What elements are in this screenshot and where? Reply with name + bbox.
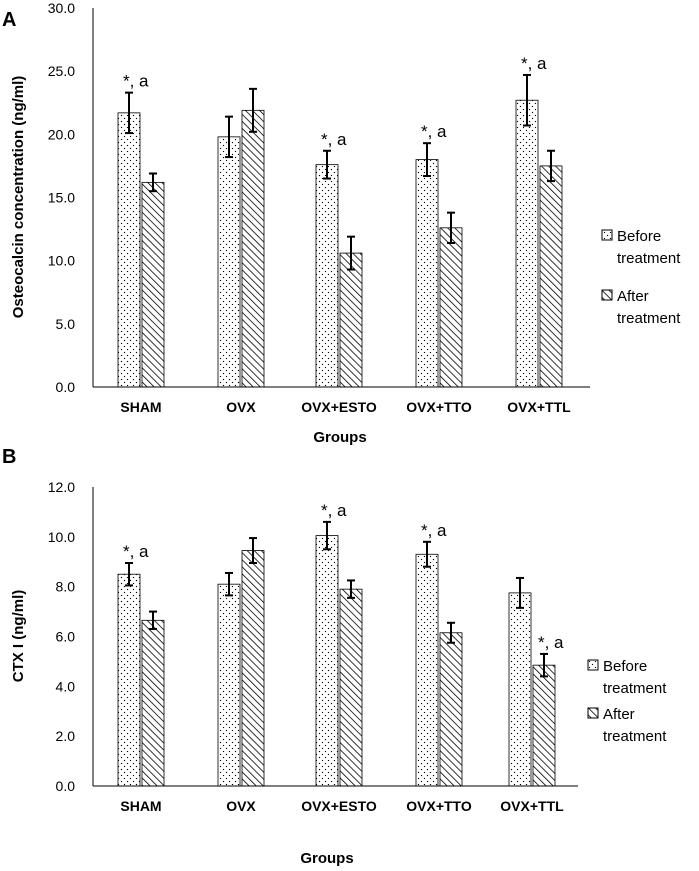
significance-annotation: *, a xyxy=(421,122,447,141)
significance-annotation: *, a xyxy=(521,54,547,73)
y-tick-label: 2.0 xyxy=(56,728,76,744)
bar-before-treatment xyxy=(217,136,241,388)
panel-b-letter: B xyxy=(2,446,16,468)
bar-after-treatment xyxy=(539,165,563,388)
category-label: OVX+TTL xyxy=(507,399,571,415)
significance-annotation: *, a xyxy=(321,501,347,520)
panel-a-legend-after-line2: treatment xyxy=(617,310,681,327)
y-tick-label: 4.0 xyxy=(56,678,76,694)
panel-a-category-labels: SHAM OVX OVX+ESTO OVX+TTO OVX+TTL xyxy=(120,399,571,415)
y-tick-label: 10.0 xyxy=(48,253,75,269)
y-tick-label: 8.0 xyxy=(56,579,76,595)
panel-b-legend-swatch-after xyxy=(587,707,599,719)
y-tick-label: 30.0 xyxy=(48,0,75,16)
bar-before-treatment xyxy=(415,553,439,787)
panel-b-legend-after-line1: After xyxy=(603,706,635,723)
panel-b-yticks: 0.0 2.0 4.0 6.0 8.0 10.0 12.0 xyxy=(48,479,75,794)
panel-b-bars xyxy=(117,535,556,787)
bar-before-treatment xyxy=(415,159,439,388)
category-label: OVX+TTO xyxy=(406,399,472,415)
panel-b-category-labels: SHAM OVX OVX+ESTO OVX+TTO OVX+TTL xyxy=(120,798,564,814)
category-label: OVX+TTL xyxy=(500,798,564,814)
panel-a-ylabel: Osteocalcin concentration (ng/ml) xyxy=(10,76,27,319)
bar-after-treatment xyxy=(532,664,556,787)
significance-annotation: *, a xyxy=(321,130,347,149)
significance-annotation: *, a xyxy=(421,521,447,540)
panel-a-error-bars xyxy=(125,73,555,271)
bar-before-treatment xyxy=(508,592,532,787)
category-label: OVX xyxy=(226,399,256,415)
panel-a-yticks: 0.0 5.0 10.0 15.0 20.0 25.0 30.0 xyxy=(48,0,75,395)
panel-a: A Osteocalcin concentration (ng/ml) Grou… xyxy=(2,0,681,446)
bar-after-treatment xyxy=(241,109,265,388)
bar-before-treatment xyxy=(315,164,339,388)
category-label: OVX+ESTO xyxy=(301,798,377,814)
panel-a-xlabel: Groups xyxy=(313,429,366,446)
panel-a-legend: Before treatment After treatment xyxy=(601,228,681,327)
bar-after-treatment xyxy=(241,550,265,787)
category-label: SHAM xyxy=(120,399,161,415)
bar-after-treatment xyxy=(141,181,165,388)
panel-a-legend-swatch-after xyxy=(601,289,613,301)
y-tick-label: 6.0 xyxy=(56,629,76,645)
category-label: OVX xyxy=(226,798,256,814)
panel-b-legend-before-line2: treatment xyxy=(603,680,667,697)
y-tick-label: 20.0 xyxy=(48,126,75,142)
significance-annotation: *, a xyxy=(538,633,564,652)
bar-before-treatment xyxy=(315,535,339,787)
y-tick-label: 25.0 xyxy=(48,63,75,79)
panel-b-xlabel: Groups xyxy=(300,850,353,867)
panel-b-annotations: *, a *, a *, a *, a xyxy=(123,501,564,652)
panel-a-legend-after-line1: After xyxy=(617,288,649,305)
y-tick-label: 0.0 xyxy=(56,778,76,794)
significance-annotation: *, a xyxy=(123,542,149,561)
panel-a-legend-swatch-before xyxy=(601,229,613,241)
bar-before-treatment xyxy=(117,573,141,787)
bar-after-treatment xyxy=(439,632,463,787)
panel-a-annotations: *, a *, a *, a *, a xyxy=(123,54,547,149)
bar-before-treatment xyxy=(217,583,241,787)
bar-after-treatment xyxy=(339,588,363,787)
bar-after-treatment xyxy=(439,227,463,388)
panel-b-legend-before-line1: Before xyxy=(603,658,647,675)
panel-b: B CTX I (ng/ml) Groups 0.0 2.0 4.0 6.0 8.0 10… xyxy=(2,446,667,867)
category-label: OVX+TTO xyxy=(406,798,472,814)
category-label: SHAM xyxy=(120,798,161,814)
y-tick-label: 10.0 xyxy=(48,529,75,545)
panel-b-error-bars xyxy=(125,520,548,678)
y-tick-label: 12.0 xyxy=(48,479,75,495)
panel-b-legend: Before treatment After treatment xyxy=(587,658,667,745)
y-tick-label: 5.0 xyxy=(56,316,76,332)
bar-before-treatment xyxy=(515,99,539,388)
bar-after-treatment xyxy=(339,252,363,388)
panel-a-letter: A xyxy=(2,9,16,31)
panel-b-legend-swatch-before xyxy=(587,659,599,671)
panel-a-legend-before-line1: Before xyxy=(617,228,661,245)
panel-a-legend-before-line2: treatment xyxy=(617,250,681,267)
panel-b-ylabel: CTX I (ng/ml) xyxy=(10,590,27,683)
bar-after-treatment xyxy=(141,619,165,787)
category-label: OVX+ESTO xyxy=(301,399,377,415)
bar-before-treatment xyxy=(117,112,141,388)
y-tick-label: 15.0 xyxy=(48,190,75,206)
panel-b-legend-after-line2: treatment xyxy=(603,728,667,745)
y-tick-label: 0.0 xyxy=(56,379,76,395)
significance-annotation: *, a xyxy=(123,72,149,91)
panel-a-bars xyxy=(117,99,563,388)
